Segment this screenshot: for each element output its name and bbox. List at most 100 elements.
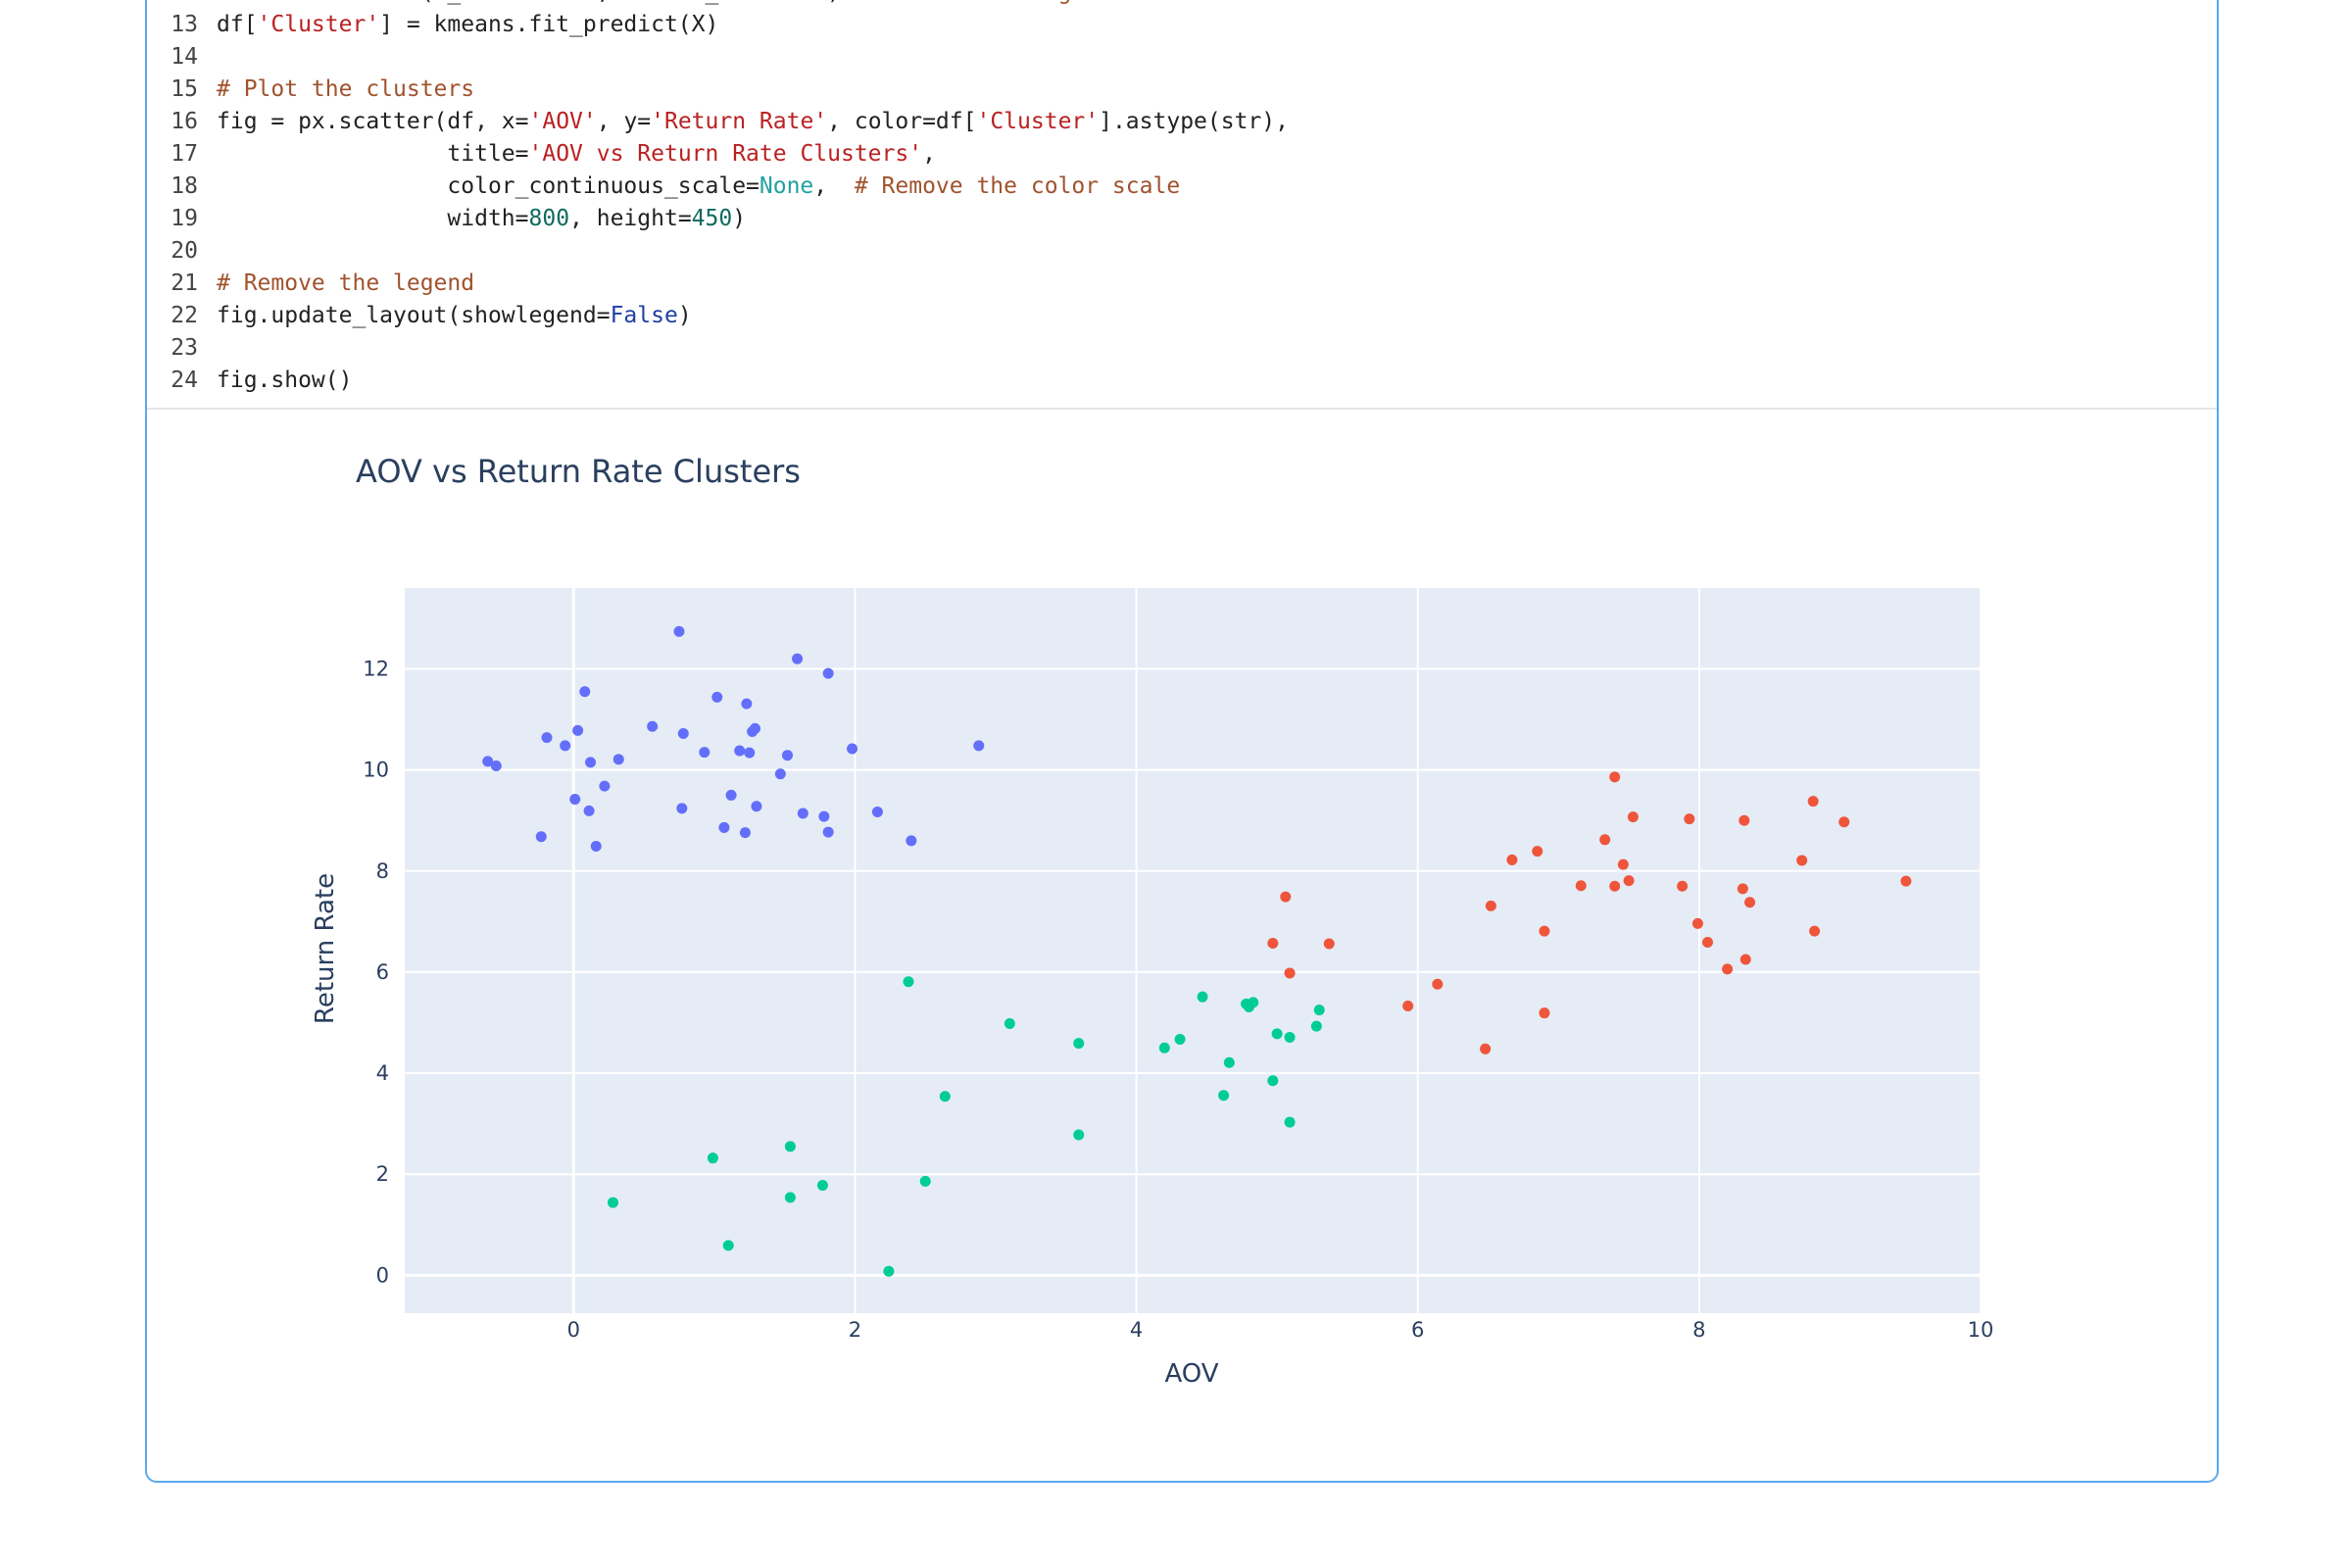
scatter-point[interactable] [1004,1018,1015,1030]
scatter-point[interactable] [782,750,794,761]
scatter-point[interactable] [1432,978,1444,990]
scatter-point[interactable] [1737,883,1748,895]
scatter-point[interactable] [1218,1090,1230,1102]
scatter-point[interactable] [677,728,689,740]
scatter-point[interactable] [903,976,914,988]
scatter-point[interactable] [1267,1075,1279,1087]
scatter-point[interactable] [1280,891,1292,903]
scatter-point[interactable] [482,756,494,767]
scatter-point[interactable] [1739,814,1750,826]
scatter-point[interactable] [1609,771,1621,783]
scatter-point[interactable] [707,1152,718,1164]
scatter-point[interactable] [816,1180,828,1192]
scatter-point[interactable] [1271,1028,1283,1040]
plot-area[interactable] [405,588,1981,1313]
scatter-point[interactable] [535,831,547,843]
scatter-point[interactable] [1838,816,1850,828]
scatter-point[interactable] [1701,936,1713,948]
scatter-point[interactable] [818,810,830,822]
scatter-point[interactable] [734,745,746,757]
notebook-code-cell[interactable]: 12 kmeans = KMeans(n_clusters=3, random_s… [145,0,2219,1483]
scatter-point[interactable] [541,732,553,744]
scatter-point[interactable] [1623,875,1635,887]
scatter-point[interactable] [1807,796,1819,808]
scatter-point[interactable] [1284,967,1296,979]
scatter-point[interactable] [1539,1007,1550,1019]
scatter-point[interactable] [1744,897,1756,908]
scatter-point[interactable] [676,803,688,814]
scatter-point[interactable] [784,1141,796,1152]
scatter-point[interactable] [1599,834,1611,846]
scatter-point[interactable] [579,686,591,698]
scatter-point[interactable] [1248,997,1259,1008]
code-editor[interactable]: 12 kmeans = KMeans(n_clusters=3, random_s… [147,0,2217,410]
scatter-point[interactable] [1402,1000,1414,1011]
scatter-point[interactable] [1532,846,1544,858]
scatter-point[interactable] [1480,1043,1492,1054]
scatter-point[interactable] [1617,858,1629,870]
scatter-point[interactable] [739,827,751,839]
scatter-point[interactable] [847,743,858,755]
scatter-point[interactable] [585,757,597,768]
scatter-point[interactable] [749,722,760,734]
scatter-point[interactable] [973,740,985,752]
scatter-point[interactable] [1722,963,1734,975]
scatter-point[interactable] [1900,875,1912,887]
scatter-point[interactable] [1809,925,1821,937]
scatter-point[interactable] [1684,813,1695,825]
scatter-point[interactable] [1267,938,1279,950]
scatter-point[interactable] [883,1265,895,1277]
scatter-point[interactable] [1310,1020,1322,1032]
scatter-point[interactable] [1796,855,1808,866]
scatter-point[interactable] [792,653,804,664]
scatter-point[interactable] [607,1197,618,1208]
scatter-point[interactable] [871,806,883,817]
scatter-point[interactable] [1158,1042,1170,1054]
scatter-point[interactable] [711,691,723,703]
scatter-point[interactable] [1073,1129,1085,1141]
scatter-point[interactable] [612,754,624,765]
scatter-point[interactable] [1609,880,1621,892]
scatter-point[interactable] [1313,1004,1325,1016]
scatter-point[interactable] [1073,1038,1085,1050]
scatter-point[interactable] [590,841,602,853]
scatter-point[interactable] [583,805,595,816]
scatter-point[interactable] [1575,880,1587,892]
scatter-point[interactable] [751,801,762,812]
scatter-point[interactable] [822,667,834,679]
scatter-point[interactable] [822,826,834,838]
scatter-point[interactable] [744,747,756,759]
scatter-point[interactable] [647,720,659,732]
scatter-point[interactable] [1627,811,1639,823]
scatter-point[interactable] [569,794,581,806]
scatter-point[interactable] [1740,954,1751,965]
scatter-point[interactable] [560,740,571,752]
scatter-point[interactable] [673,625,685,637]
scatter-point[interactable] [1539,925,1550,937]
scatter-point[interactable] [572,724,584,736]
scatter-point[interactable] [1677,880,1689,892]
scatter-point[interactable] [599,780,611,792]
scatter-point[interactable] [1691,917,1703,929]
scatter-point[interactable] [725,789,737,801]
scatter-point[interactable] [722,1240,734,1251]
scatter-point[interactable] [1197,991,1208,1003]
scatter-point[interactable] [1506,854,1518,865]
scatter-point[interactable] [784,1192,796,1203]
scatter-point[interactable] [699,747,710,759]
scatter-plot-figure[interactable]: AOV vs Return Rate Clusters 0 2 4 6 8 10 0 2 4 6… [147,408,2217,1483]
scatter-point[interactable] [741,698,753,710]
scatter-point[interactable] [919,1175,931,1187]
scatter-point[interactable] [1284,1031,1296,1043]
scatter-point[interactable] [1323,938,1335,950]
scatter-point[interactable] [1485,900,1496,911]
scatter-point[interactable] [939,1091,951,1102]
scatter-point[interactable] [1284,1116,1296,1128]
scatter-point[interactable] [1223,1056,1235,1068]
scatter-point[interactable] [1174,1034,1186,1046]
scatter-point[interactable] [774,768,786,780]
scatter-point[interactable] [906,835,917,847]
scatter-point[interactable] [490,760,502,772]
scatter-point[interactable] [718,821,730,833]
scatter-point[interactable] [797,808,808,819]
